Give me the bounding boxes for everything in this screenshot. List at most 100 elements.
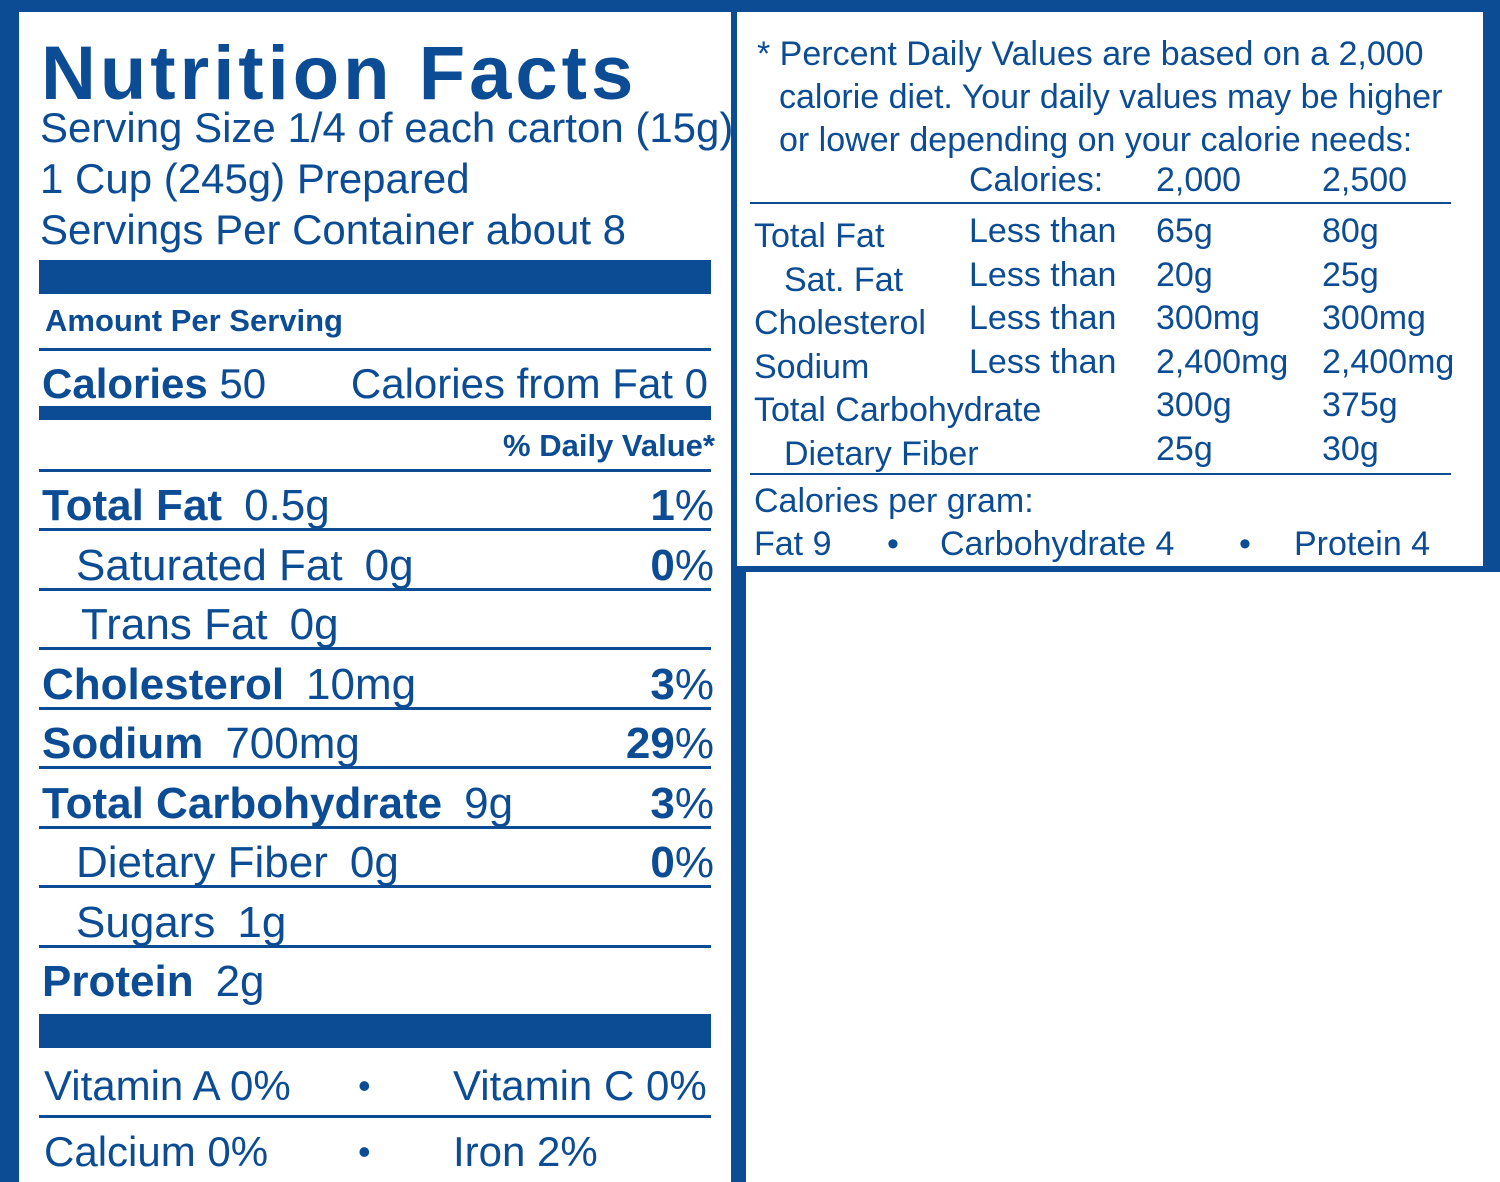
blank-area [746,572,1500,1182]
nutrient-row: Protein 2g [39,956,714,1006]
daily-value-number: 3 [650,659,675,709]
daily-values-footnote-panel: * Percent Daily Values are based on a 2,… [737,12,1483,566]
nutrient-row: Saturated Fat 0g 0% [39,540,714,590]
daily-values-cell-v2500: 300mg [1322,299,1426,337]
nutrient-label: Sodium 700mg [42,722,360,766]
daily-values-cell-qualifier: Less than [969,255,1117,294]
calcium: Calcium 0% [44,1128,269,1175]
nutrient-name: Saturated Fat [76,540,343,590]
nutrient-amount: 2g [215,957,265,1006]
calories-header: Calories: [969,161,1104,199]
column-2000: 2,000 [1156,161,1242,199]
daily-values-cell-v2000: 300g [1156,386,1232,424]
daily-values-cell-v2000: 65g [1156,212,1213,250]
daily-value-number: 29 [625,719,675,768]
nutrient-label: Trans Fat 0g [81,603,339,647]
serving-size: Serving Size 1/4 of each carton (15g) [40,104,734,151]
daily-values-cell-v2000: 300mg [1156,299,1260,337]
daily-values-cell-v2000: 2,400mg [1156,342,1289,381]
daily-value-number: 3 [650,778,675,828]
bullet-separator: • [887,525,899,563]
divider-line [39,706,711,710]
daily-values-cell-name: Total Fat [754,217,885,255]
calories-value: 50 [219,360,267,407]
daily-value-percent: 0% [650,540,714,590]
divider-line [39,528,711,531]
daily-values-cell-qualifier: Less than [969,299,1117,337]
daily-values-cell-v2500: 25g [1322,255,1379,294]
nutrient-label: Total Fat 0.5g [42,484,330,528]
nutrient-name: Total Carbohydrate [42,778,443,828]
nutrient-row: Trans Fat 0g [39,599,714,649]
amount-per-serving: Amount Per Serving [45,303,343,338]
nutrient-row: Cholesterol 10mg 3% [39,659,714,709]
column-2500: 2,500 [1322,161,1408,199]
nutrient-amount: 0g [289,600,339,649]
daily-value-header: % Daily Value* [503,428,715,463]
bullet-separator: • [358,1131,371,1172]
daily-values-cell-v2000: 25g [1156,429,1213,468]
daily-values-cell-name: Cholesterol [754,304,926,342]
nutrient-row: Total Carbohydrate 9g 3% [39,778,714,828]
vitamin-c: Vitamin C 0% [453,1062,707,1109]
calories-line: Calories 50 [42,363,266,405]
daily-value-percent: 1% [650,484,714,528]
nutrient-label: Dietary Fiber 0g [76,841,399,885]
percent-sign: % [674,838,714,887]
bullet-separator: • [358,1065,371,1106]
nutrient-amount: 0g [364,540,414,590]
nutrition-facts-panel: Nutrition Facts Serving Size 1/4 of each… [19,12,734,1182]
nutrient-amount: 10mg [306,659,417,709]
divider-line [39,647,711,650]
fat-per-gram: Fat 9 [754,525,832,563]
daily-values-cell-qualifier: Less than [969,342,1117,381]
iron: Iron 2% [453,1128,598,1175]
nutrition-facts-title: Nutrition Facts [41,31,638,116]
servings-per-container: Servings Per Container about 8 [40,206,627,253]
divider-line [39,766,711,769]
daily-value-percent: 0% [650,841,714,885]
calories-label: Calories [42,360,208,407]
divider-line [750,202,1451,204]
daily-values-cell-name: Total Carbohydrate [754,391,1042,429]
prepared-serving: 1 Cup (245g) Prepared [40,155,470,202]
daily-values-cell-name: Sodium [754,347,870,386]
divider-line [39,469,711,472]
divider-line [39,1115,711,1118]
percent-sign: % [674,778,714,828]
calories-from-fat: Calories from Fat 0 [350,360,708,407]
nutrient-label: Protein 2g [42,960,265,1004]
daily-value-number: 0 [650,838,675,887]
nutrient-name: Cholesterol [42,659,285,709]
daily-values-cell-v2500: 80g [1322,212,1379,250]
footnote-line-1: * Percent Daily Values are based on a 2,… [757,35,1424,73]
divider-line [39,348,711,351]
nutrient-name: Total Fat [42,481,223,530]
nutrient-amount: 0g [349,838,399,887]
daily-values-cell-qualifier: Less than [969,212,1117,250]
nutrient-name: Trans Fat [81,600,268,649]
nutrient-row: Total Fat 0.5g 1% [39,480,714,530]
thick-divider-bottom [39,1014,711,1048]
nutrient-amount: 0.5g [244,481,330,530]
nutrient-amount: 700mg [225,719,360,768]
nutrient-name: Protein [42,957,194,1006]
carbohydrate-per-gram: Carbohydrate 4 [940,525,1175,563]
daily-values-cell-v2500: 30g [1322,429,1379,468]
divider-line [39,944,711,948]
nutrient-amount: 1g [237,897,287,947]
nutrient-label: Saturated Fat 0g [76,540,414,590]
percent-sign: % [674,540,714,590]
nutrient-row: Sugars 1g [39,897,714,947]
daily-values-cell-name: Sat. Fat [784,260,904,299]
divider-line [39,825,711,829]
daily-values-cell-v2500: 375g [1322,386,1398,424]
daily-values-cell-v2500: 2,400mg [1322,342,1455,381]
nutrient-name: Sugars [76,897,216,947]
daily-value-percent: 3% [650,778,714,828]
nutrient-row: Dietary Fiber 0g 0% [39,837,714,887]
nutrient-name: Dietary Fiber [76,838,328,887]
nutrient-label: Total Carbohydrate 9g [42,778,514,828]
nutrient-amount: 9g [464,778,514,828]
divider-line [39,885,711,888]
